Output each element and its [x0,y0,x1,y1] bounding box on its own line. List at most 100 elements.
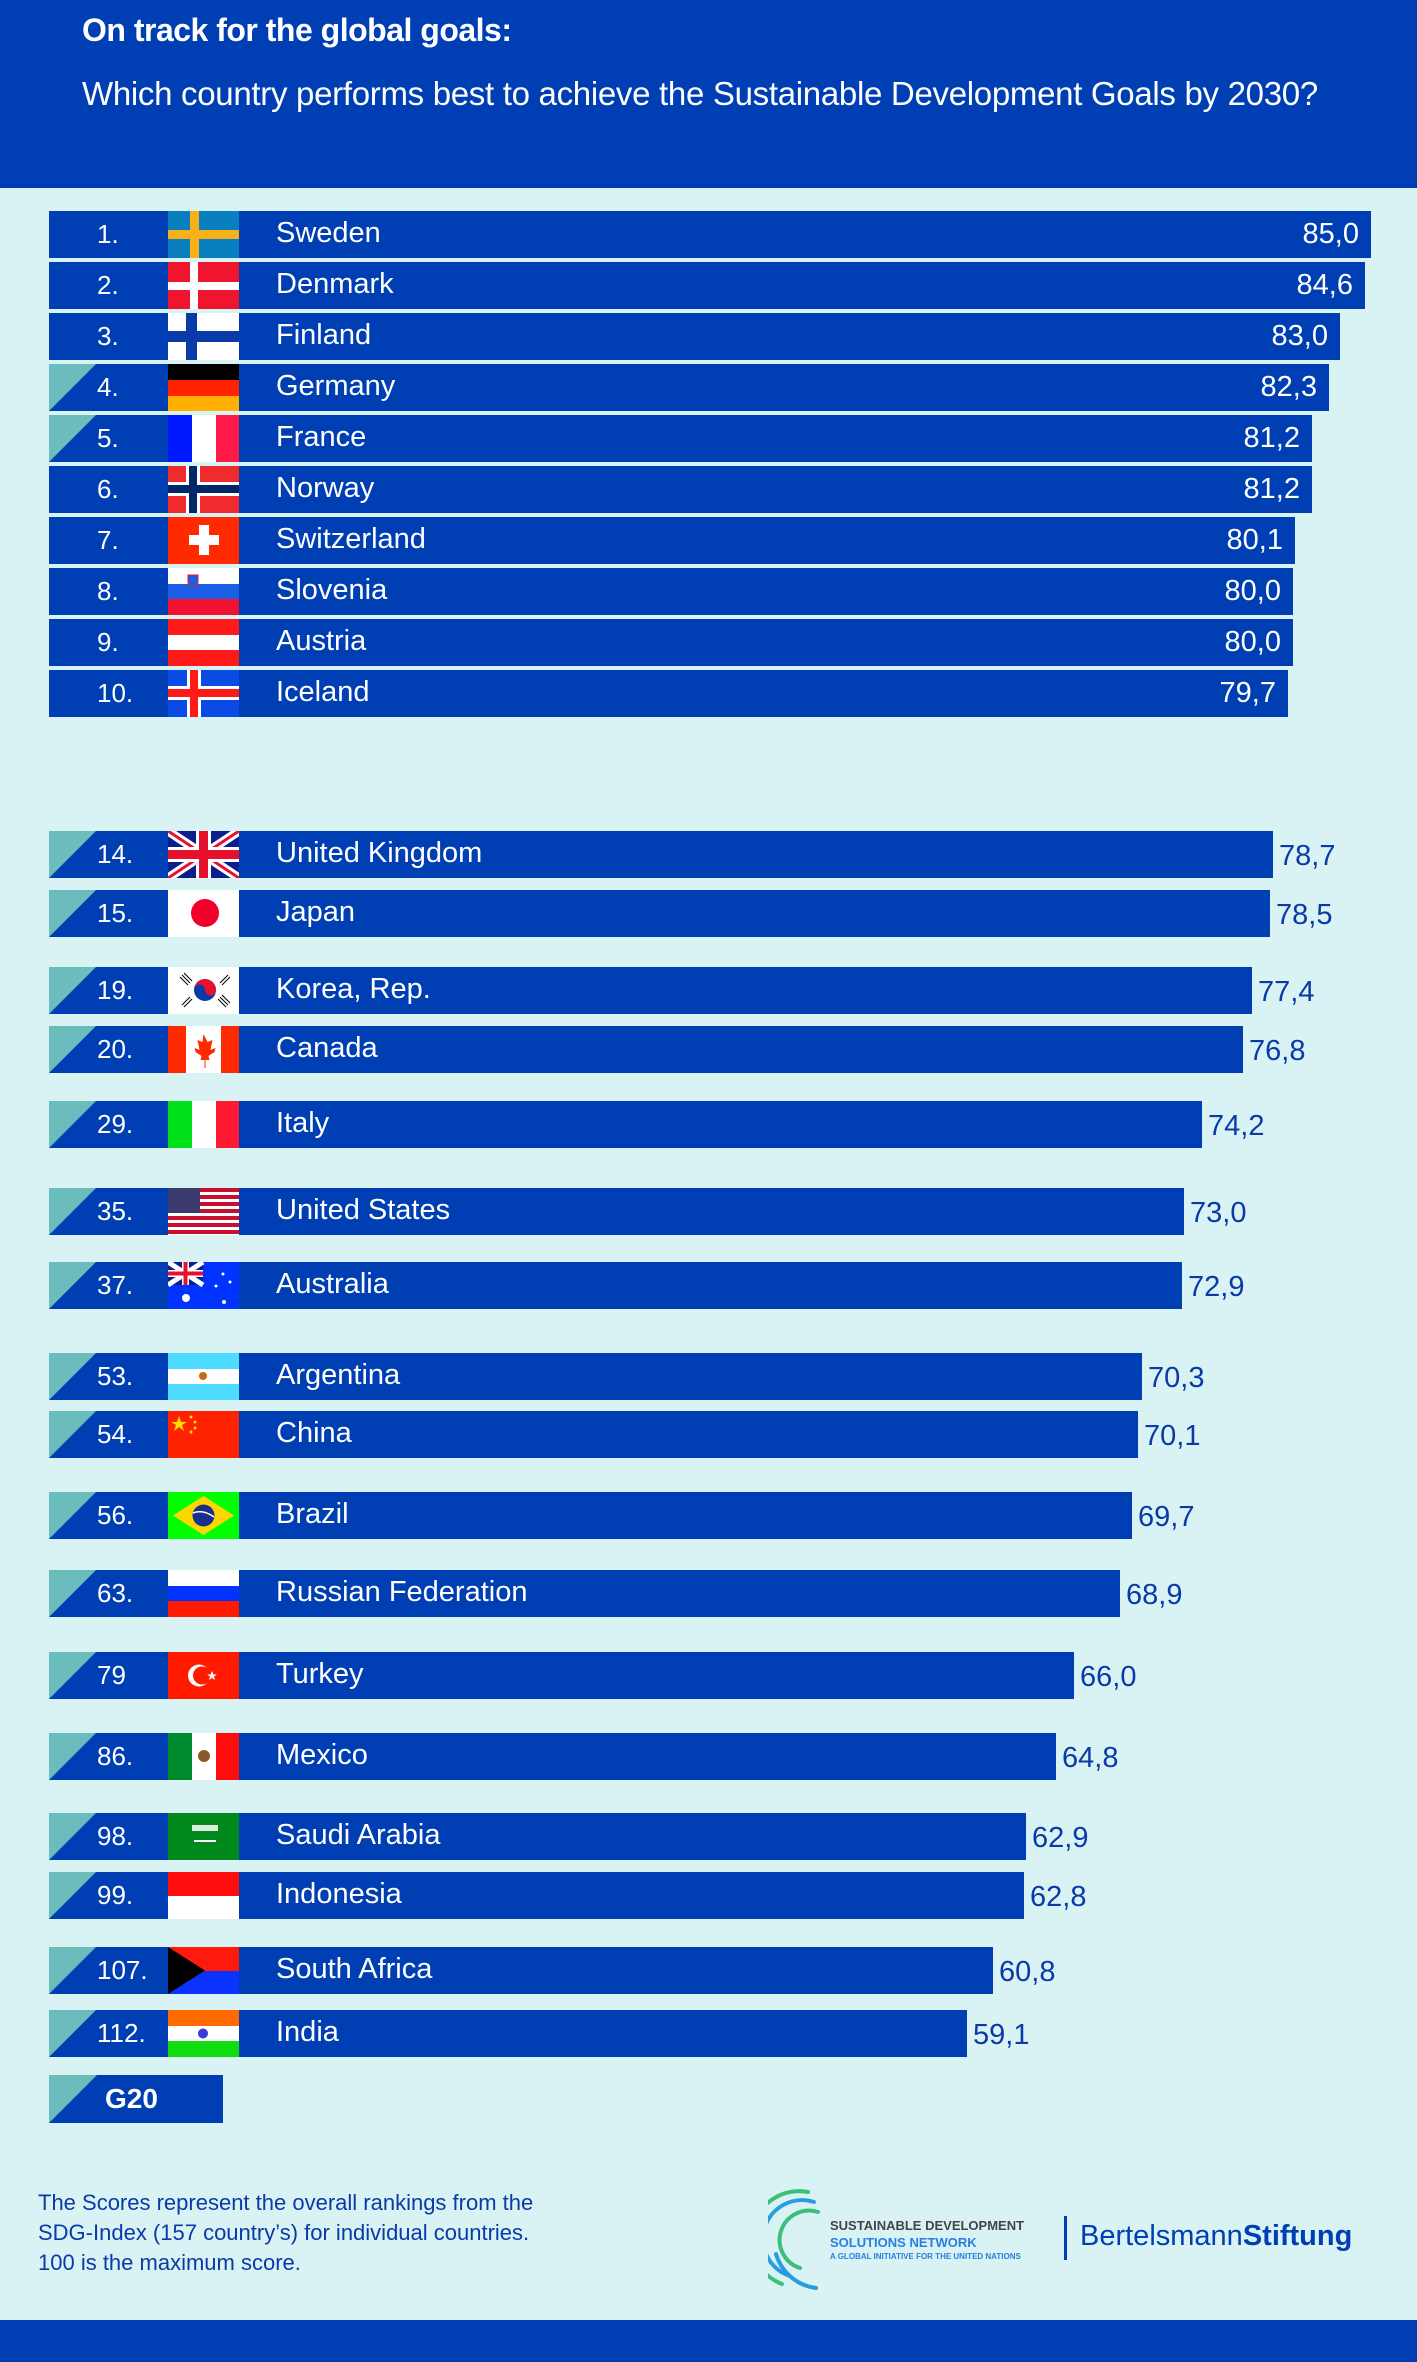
rank-label: 10. [97,678,134,708]
chart-row: 35. United States 73,0 [49,1188,1264,1235]
chart-row: 2. Denmark 84,6 [49,262,1417,309]
rank-label: 19. [97,975,134,1005]
rank-label: 3. [97,321,119,351]
bar [49,967,1252,1014]
value-label: 74,2 [1208,1110,1265,1142]
iceland-flag-icon [168,670,239,717]
chart-row: 3. Finland 83,0 [49,313,1417,360]
rank-label: 37. [97,1270,134,1300]
g20-marker-icon [49,1026,96,1073]
bar [49,1101,1202,1148]
g20-marker-icon [49,1188,96,1235]
g20-marker-icon [49,967,96,1014]
rank-label: 6. [97,474,119,504]
country-label: Indonesia [276,1878,402,1910]
rank-label: 7. [97,525,119,555]
saudi-arabia-flag-icon [168,1813,239,1860]
country-label: Brazil [276,1498,349,1530]
rank-label: 9. [97,627,119,657]
bar [49,890,1270,937]
bar [49,364,1329,411]
country-label: Austria [276,625,367,657]
value-label: 62,9 [1032,1822,1089,1854]
chart-row: 98. Saudi Arabia 62,9 [49,1813,1106,1860]
g20-marker-icon [49,1733,96,1780]
rank-label: 99. [97,1880,134,1910]
value-label: 60,8 [999,1956,1056,1988]
chart-row: 9. Austria 80,0 [49,619,1373,666]
country-label: Russian Federation [276,1576,528,1608]
g20-legend: G20 [49,2075,223,2123]
country-label: Finland [276,319,372,351]
australia-flag-icon [168,1262,239,1309]
value-label: 85,0 [1302,218,1359,250]
country-label: India [276,2016,339,2048]
g20-marker-icon [49,1872,96,1919]
usa-flag-icon [168,1188,239,1235]
country-label: France [276,421,367,453]
chart-row: 19. Korea, Rep. 77,4 [49,967,1332,1014]
value-label: 59,1 [973,2019,1030,2051]
rank-label: 14. [97,839,134,869]
japan-flag-icon [168,890,239,937]
chart-row: 6. Norway 81,2 [49,466,1392,513]
country-label: Slovenia [276,574,388,606]
rank-label: 1. [97,219,119,249]
sdsn-logo: SUSTAINABLE DEVELOPMENT SOLUTIONS NETWOR… [768,2184,1028,2294]
value-label: 81,2 [1243,422,1300,454]
g20-marker-icon [49,1101,96,1148]
value-label: 72,9 [1188,1271,1245,1303]
sdsn-logo-line2: SOLUTIONS NETWORK [830,2235,977,2250]
finland-flag-icon [168,313,239,360]
value-label: 76,8 [1249,1035,1306,1067]
rank-label: 107. [97,1955,148,1985]
rank-label: 15. [97,898,134,928]
country-label: Mexico [276,1739,368,1771]
chart-row: 10. Iceland 79,7 [49,670,1368,717]
country-label: Switzerland [276,523,426,555]
value-label: 82,3 [1260,371,1317,403]
slovenia-flag-icon [168,568,239,615]
korea-flag-icon [168,967,239,1014]
country-label: Saudi Arabia [276,1819,441,1851]
chart-row: 53. Argentina 70,3 [49,1353,1222,1400]
chart-row: 7. Switzerland 80,1 [49,517,1375,564]
chart-row: 5. France 81,2 [49,415,1392,462]
logo-divider [1064,2216,1067,2260]
country-label: United States [276,1194,451,1226]
chart-row: 14. United Kingdom 78,7 [49,831,1353,878]
footnote-line: The Scores represent the overall ranking… [38,2190,534,2215]
g20-marker-icon [49,1652,96,1699]
mexico-flag-icon [168,1733,239,1780]
value-label: 80,1 [1226,524,1283,556]
g20-legend-label: G20 [105,2083,158,2114]
bar [49,619,1293,666]
g20-marker-icon [49,1411,96,1458]
chart-row: 1. Sweden 85,0 [49,211,1417,258]
chart-row: 112. India 59,1 [49,2010,1047,2057]
sweden-flag-icon [168,211,239,258]
country-label: Iceland [276,676,370,708]
indonesia-flag-icon [168,1872,239,1919]
rank-label: 79 [97,1660,126,1690]
chart-row: 4. Germany 82,3 [49,364,1409,411]
rank-label: 54. [97,1419,134,1449]
g20-marker-icon [49,1353,96,1400]
germany-flag-icon [168,364,239,411]
g20-marker-icon [49,415,96,462]
bar [49,262,1365,309]
bar [49,415,1312,462]
bar [49,670,1288,717]
rank-label: 29. [97,1109,134,1139]
country-label: Turkey [276,1658,364,1690]
sdsn-logo-line3: A GLOBAL INITIATIVE FOR THE UNITED NATIO… [830,2252,1021,2261]
value-label: 70,3 [1148,1362,1205,1394]
value-label: 80,0 [1224,575,1281,607]
footer-band [0,2320,1417,2362]
value-label: 77,4 [1258,976,1315,1008]
chart-subtitle: Which country performs best to achieve t… [82,75,1318,112]
country-label: Argentina [276,1359,401,1391]
value-label: 62,8 [1030,1881,1087,1913]
g20-marker-icon [49,2075,97,2123]
country-label: South Africa [276,1953,433,1985]
